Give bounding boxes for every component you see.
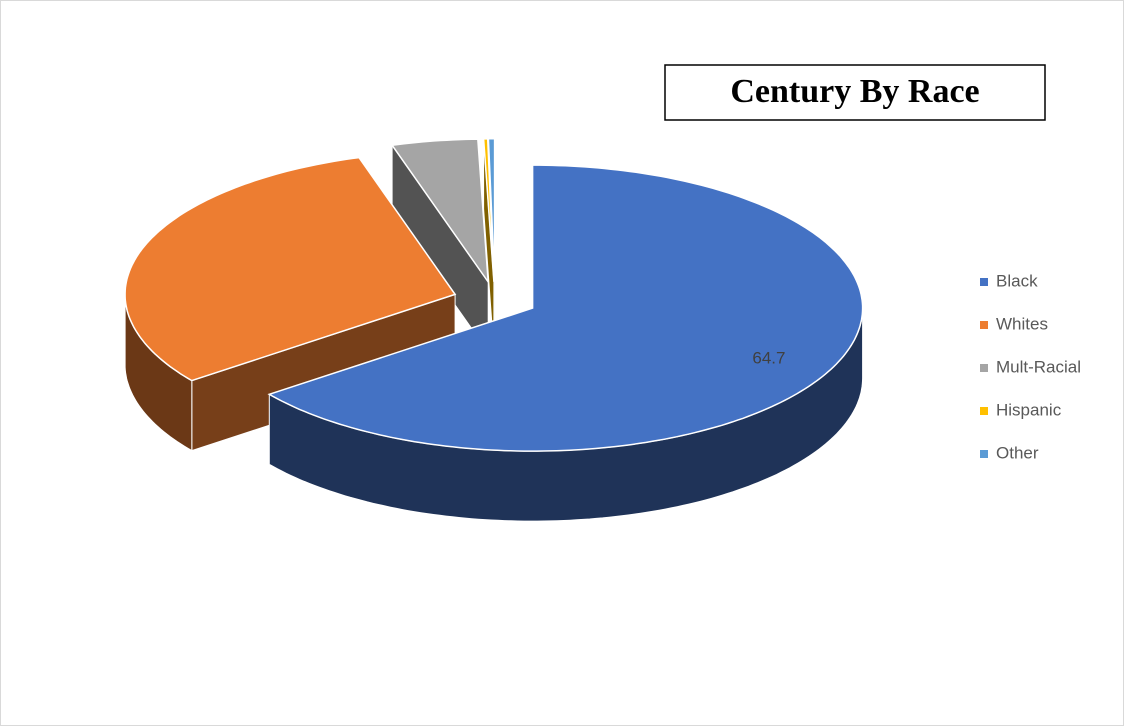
slice — [267, 164, 864, 452]
legend-swatch — [980, 407, 988, 415]
slice — [390, 138, 490, 285]
pie — [124, 138, 864, 522]
legend-label: Hispanic — [996, 400, 1062, 419]
legend-swatch — [980, 321, 988, 329]
slice — [482, 138, 495, 282]
legend-swatch — [980, 278, 988, 286]
title-box — [664, 64, 1046, 121]
legend-label: Other — [996, 443, 1039, 462]
legend-label: Whites — [996, 314, 1048, 333]
legend-swatch — [980, 364, 988, 372]
chart-title: Century By Race — [730, 73, 979, 110]
data-label: 64.7 — [752, 349, 785, 368]
slice — [124, 156, 457, 382]
legend-swatch — [980, 450, 988, 458]
legend-label: Mult-Racial — [996, 357, 1081, 376]
legend-label: Black — [996, 271, 1038, 290]
